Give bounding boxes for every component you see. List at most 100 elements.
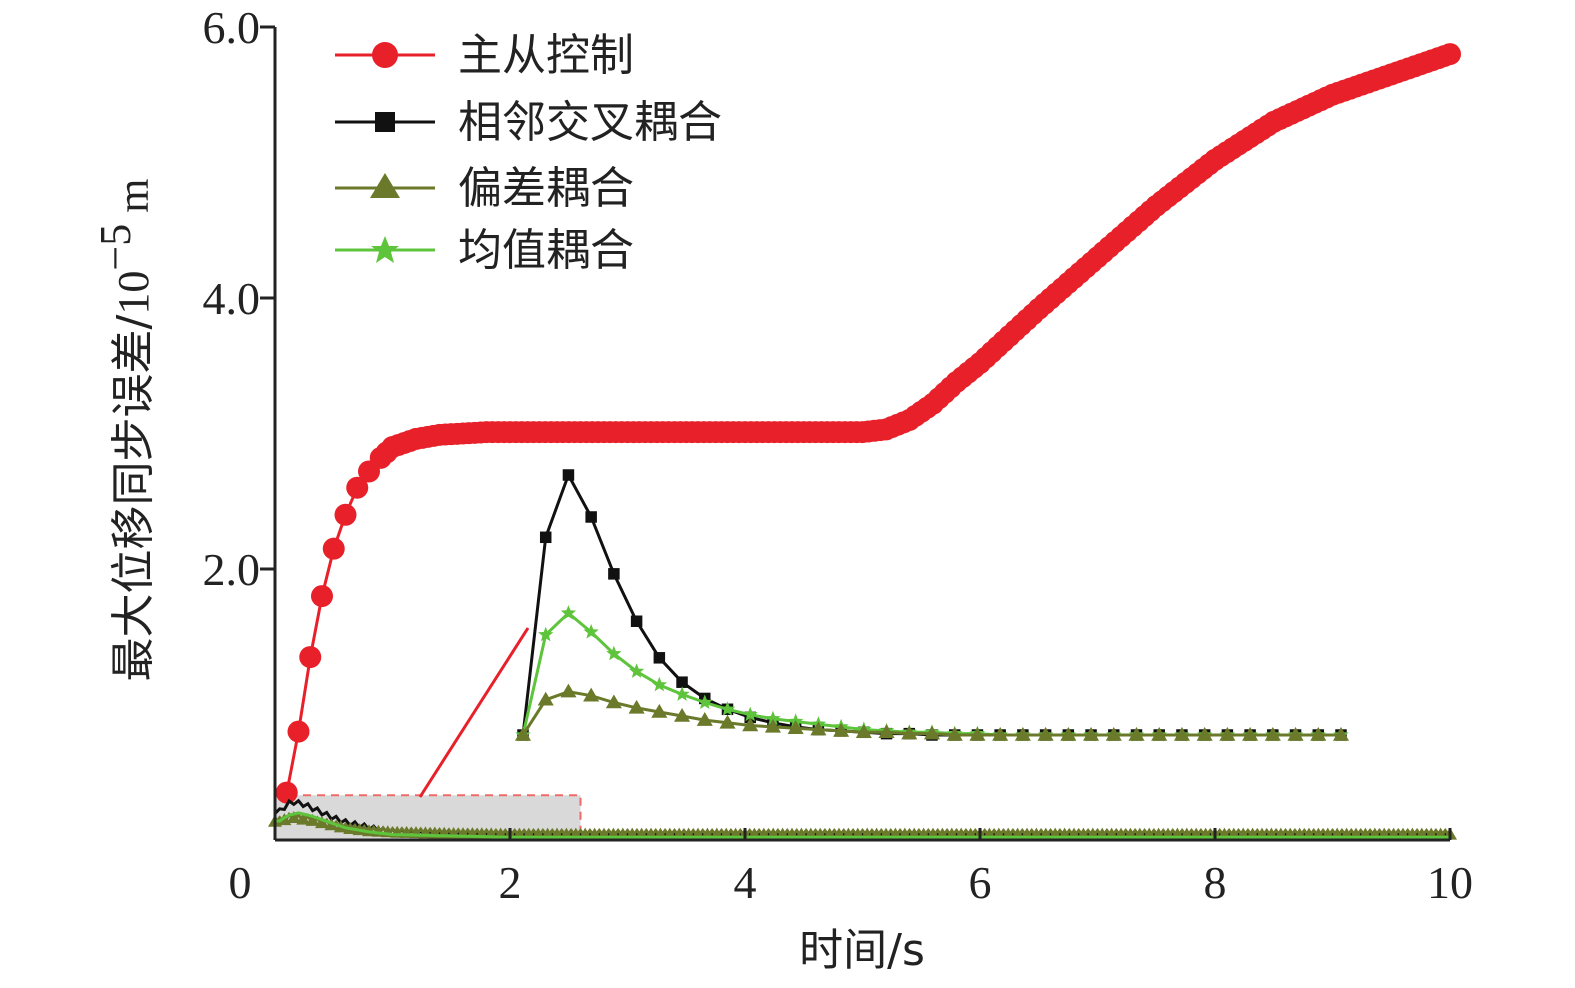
inset-point-cross_coupling-2 xyxy=(562,469,575,481)
y-axis-label-suffix: m xyxy=(109,179,158,224)
inset-point-deviation_coupling-23 xyxy=(1037,726,1054,741)
inset-point-deviation_coupling-9 xyxy=(719,714,736,729)
axes-layer xyxy=(273,27,1450,842)
inset-line-mean_coupling xyxy=(521,611,1341,737)
inset-point-deviation_coupling-16 xyxy=(878,724,895,739)
inset-point-deviation_coupling-25 xyxy=(1083,726,1100,741)
x-tick-label-4: 8 xyxy=(1204,857,1227,908)
legend-label-mean-coupling: 均值耦合 xyxy=(458,225,634,276)
y-tick-label-1: 4.0 xyxy=(203,273,261,324)
inset-point-deviation_coupling-0 xyxy=(514,726,532,741)
inset-point-deviation_coupling-33 xyxy=(1264,726,1281,741)
inset-point-mean_coupling-7 xyxy=(674,686,690,701)
legend-label-deviation-coupling: 偏差耦合 xyxy=(458,163,634,214)
inset-point-deviation_coupling-35 xyxy=(1310,726,1327,741)
inset-point-deviation_coupling-15 xyxy=(855,724,872,739)
inset-point-deviation_coupling-14 xyxy=(833,722,850,737)
legend-label-master-slave: 主从控制 xyxy=(458,30,634,81)
inset-point-deviation_coupling-29 xyxy=(1173,726,1190,741)
inset-point-deviation_coupling-26 xyxy=(1105,726,1122,741)
point-deviation-40 xyxy=(315,816,329,829)
inset-point-mean_coupling-11 xyxy=(765,710,781,726)
legend: 主从控制 相邻交叉耦合 偏差耦合 均值耦合 xyxy=(335,30,722,276)
inset-point-deviation_coupling-30 xyxy=(1196,726,1213,741)
inset-point-deviation_coupling-17 xyxy=(901,725,918,740)
zoom-connector-line xyxy=(418,627,530,798)
legend-marker-cross-coupling xyxy=(375,112,395,132)
inset-point-cross_coupling-5 xyxy=(630,615,643,627)
inset-point-deviation_coupling-24 xyxy=(1060,726,1077,741)
series-mean_coupling xyxy=(275,811,1450,839)
inset-series-cross_coupling xyxy=(517,469,1347,741)
inset-point-mean_coupling-10 xyxy=(742,706,758,722)
x-tick-label-1: 2 xyxy=(499,857,522,908)
point-master-slave-0 xyxy=(275,781,298,804)
y-tick-label-0: 2.0 xyxy=(203,544,261,595)
point-master-slave-190 xyxy=(1439,43,1461,66)
inset-point-deviation_coupling-19 xyxy=(946,726,963,741)
inset-point-cross_coupling-3 xyxy=(585,511,597,523)
inset-point-deviation_coupling-4 xyxy=(605,694,622,709)
inset-point-mean_coupling-3 xyxy=(583,624,599,639)
inset-point-deviation_coupling-28 xyxy=(1151,726,1168,741)
inset-point-cross_coupling-7 xyxy=(676,676,688,688)
series-layer xyxy=(268,43,1461,841)
y-axis-label-exp: −5 xyxy=(91,224,140,271)
inset-point-mean_coupling-2 xyxy=(560,605,577,620)
inset-point-deviation_coupling-5 xyxy=(628,699,645,714)
point-deviation-16 xyxy=(286,810,301,823)
inset-point-deviation_coupling-21 xyxy=(992,726,1009,741)
inset-point-cross_coupling-6 xyxy=(653,652,666,664)
inset-series-deviation_coupling xyxy=(514,683,1350,741)
legend-marker-mean-coupling xyxy=(371,236,399,263)
legend-item-deviation-coupling[interactable]: 偏差耦合 xyxy=(335,163,634,214)
inset-point-deviation_coupling-18 xyxy=(923,725,941,740)
inset-point-deviation_coupling-2 xyxy=(560,683,577,698)
inset-point-deviation_coupling-8 xyxy=(696,712,713,726)
legend-marker-deviation-coupling xyxy=(370,173,400,198)
inset-point-deviation_coupling-36 xyxy=(1332,726,1350,741)
y-axis-label: 最大位移同步误差/10−5 m xyxy=(91,179,159,682)
point-master-slave-5 xyxy=(334,503,357,526)
y-axis-label-unit: 10 xyxy=(109,271,158,315)
x-tick-label-3: 6 xyxy=(969,857,992,908)
inset-point-deviation_coupling-1 xyxy=(537,691,554,706)
series-line-mean_coupling xyxy=(275,811,1450,839)
x-tick-label-2: 4 xyxy=(734,857,757,908)
point-master-slave-2 xyxy=(299,646,322,669)
y-tick-label-2: 6.0 xyxy=(203,2,261,53)
inset-point-deviation_coupling-31 xyxy=(1219,726,1236,741)
legend-item-mean-coupling[interactable]: 均值耦合 xyxy=(335,225,634,276)
inset-point-deviation_coupling-11 xyxy=(764,718,781,733)
inset-point-deviation_coupling-6 xyxy=(651,703,668,718)
inset-point-deviation_coupling-32 xyxy=(1242,726,1259,741)
series-master_slave xyxy=(275,43,1461,804)
inset-point-deviation_coupling-7 xyxy=(674,707,691,722)
point-master-slave-3 xyxy=(311,585,333,608)
legend-item-cross-coupling[interactable]: 相邻交叉耦合 xyxy=(335,97,722,148)
point-master-slave-6 xyxy=(346,476,369,499)
ticks-layer: 2 4 6 8 10 2.0 4.0 6.0 xyxy=(203,2,1474,908)
inset-point-deviation_coupling-10 xyxy=(742,717,759,732)
legend-item-master-slave[interactable]: 主从控制 xyxy=(335,30,634,81)
inset-point-deviation_coupling-12 xyxy=(787,720,804,734)
legend-label-cross-coupling: 相邻交叉耦合 xyxy=(458,97,722,148)
inset-point-mean_coupling-1 xyxy=(538,626,554,642)
inset-point-mean_coupling-4 xyxy=(606,645,622,661)
legend-marker-master-slave xyxy=(372,42,398,68)
inset-point-mean_coupling-6 xyxy=(651,676,667,692)
inset-point-mean_coupling-5 xyxy=(629,663,645,678)
x-tick-label-5: 10 xyxy=(1427,857,1473,908)
inset-point-deviation_coupling-34 xyxy=(1287,726,1304,741)
inset-point-deviation_coupling-3 xyxy=(583,687,600,702)
inset-point-deviation_coupling-22 xyxy=(1014,726,1031,741)
y-axis-label-cjk: 最大位移同步误差/ xyxy=(108,314,159,681)
point-deviation-32 xyxy=(305,813,320,826)
inset-point-deviation_coupling-13 xyxy=(810,721,827,736)
inset-point-mean_coupling-8 xyxy=(697,694,713,709)
point-master-slave-1 xyxy=(287,720,310,743)
inset-layer xyxy=(418,469,1350,798)
inset-point-cross_coupling-1 xyxy=(539,531,552,544)
